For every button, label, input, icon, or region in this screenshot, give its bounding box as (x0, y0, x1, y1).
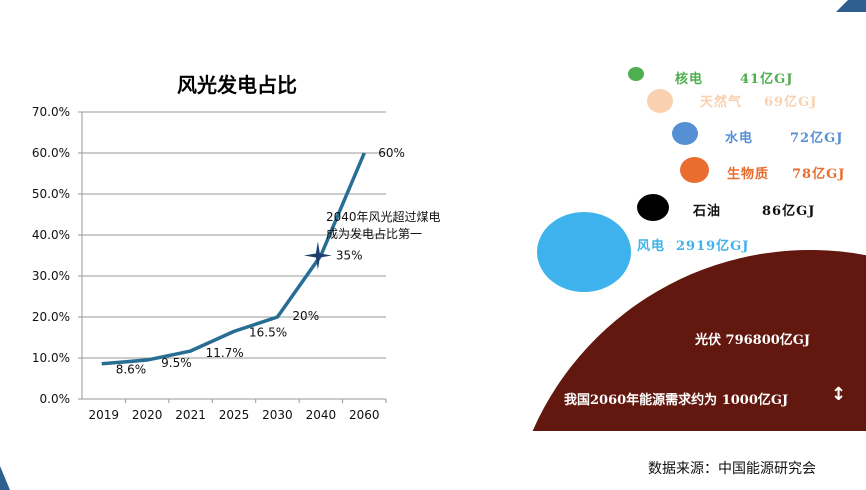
solar-bubble (532, 249, 866, 431)
solar-label: 光伏 796800亿GJ (695, 333, 811, 348)
data-label: 9.5% (161, 356, 192, 370)
bubble-value: 78亿GJ (792, 167, 846, 182)
y-tick-label: 40.0% (32, 228, 70, 242)
bubble-value: 69亿GJ (764, 95, 818, 110)
annotation-line1: 2040年风光超过煤电 (326, 209, 441, 224)
corner-decoration-bottom (0, 466, 10, 490)
bubble-name: 石油 (693, 204, 722, 219)
data-label: 11.7% (206, 346, 244, 360)
bubble-value: 86亿GJ (762, 204, 816, 219)
x-tick-label: 2060 (349, 408, 380, 422)
bubble-name: 核电 (675, 72, 704, 87)
x-tick-label: 2020 (132, 408, 163, 422)
chart-title: 风光发电占比 (177, 73, 297, 97)
bubble-value: 72亿GJ (790, 131, 844, 146)
x-tick-label: 2019 (88, 408, 119, 422)
line-chart: 风光发电占比 0.0% 10.0% 20.0% 30.0% 40.0% 50.0% 60.0… (32, 73, 441, 422)
data-label: 8.6% (116, 363, 147, 377)
data-label: 35% (336, 249, 363, 263)
bubble-1 (647, 89, 673, 113)
bubble-value: 41亿GJ (740, 72, 794, 87)
x-tick-label: 2040 (306, 408, 337, 422)
bubble-name: 风电 (637, 239, 666, 254)
bubble-name: 天然气 (700, 95, 743, 110)
solar-bubble-svg (532, 249, 866, 431)
data-label: 60% (378, 146, 405, 160)
y-tick-label: 60.0% (32, 146, 70, 160)
y-tick-label: 10.0% (32, 351, 70, 365)
bubble-name: 水电 (725, 131, 754, 146)
bubble-5 (537, 212, 631, 292)
y-tick-label: 20.0% (32, 310, 70, 324)
bubble-3 (680, 157, 709, 183)
data-label: 20% (292, 309, 319, 323)
bubble-name: 生物质 (727, 167, 770, 182)
bubble-value: 2919亿GJ (676, 239, 750, 254)
x-tick-label: 2021 (175, 408, 206, 422)
double-arrow-icon: ↕ (831, 384, 847, 405)
star-marker (303, 241, 332, 270)
x-tick-label: 2025 (219, 408, 250, 422)
y-tick-label: 30.0% (32, 269, 70, 283)
x-tick-label: 2030 (262, 408, 293, 422)
y-tick-label: 70.0% (32, 105, 70, 119)
corner-decoration-top (836, 0, 866, 12)
data-source: 数据来源：中国能源研究会 (648, 461, 816, 477)
solar-bubble-container: 光伏 796800亿GJ 我国2060年能源需求约为 1000亿GJ ↕ (520, 240, 866, 431)
demand-label: 我国2060年能源需求约为 1000亿GJ (564, 393, 789, 408)
y-tick-label: 50.0% (32, 187, 70, 201)
series-line (101, 152, 366, 366)
bubble-0 (628, 67, 644, 81)
bubble-2 (672, 122, 698, 145)
y-tick-label: 0.0% (40, 392, 71, 406)
annotation-line2: 成为发电占比第一 (326, 226, 422, 241)
data-label: 16.5% (249, 325, 287, 339)
bubble-4 (637, 194, 669, 221)
